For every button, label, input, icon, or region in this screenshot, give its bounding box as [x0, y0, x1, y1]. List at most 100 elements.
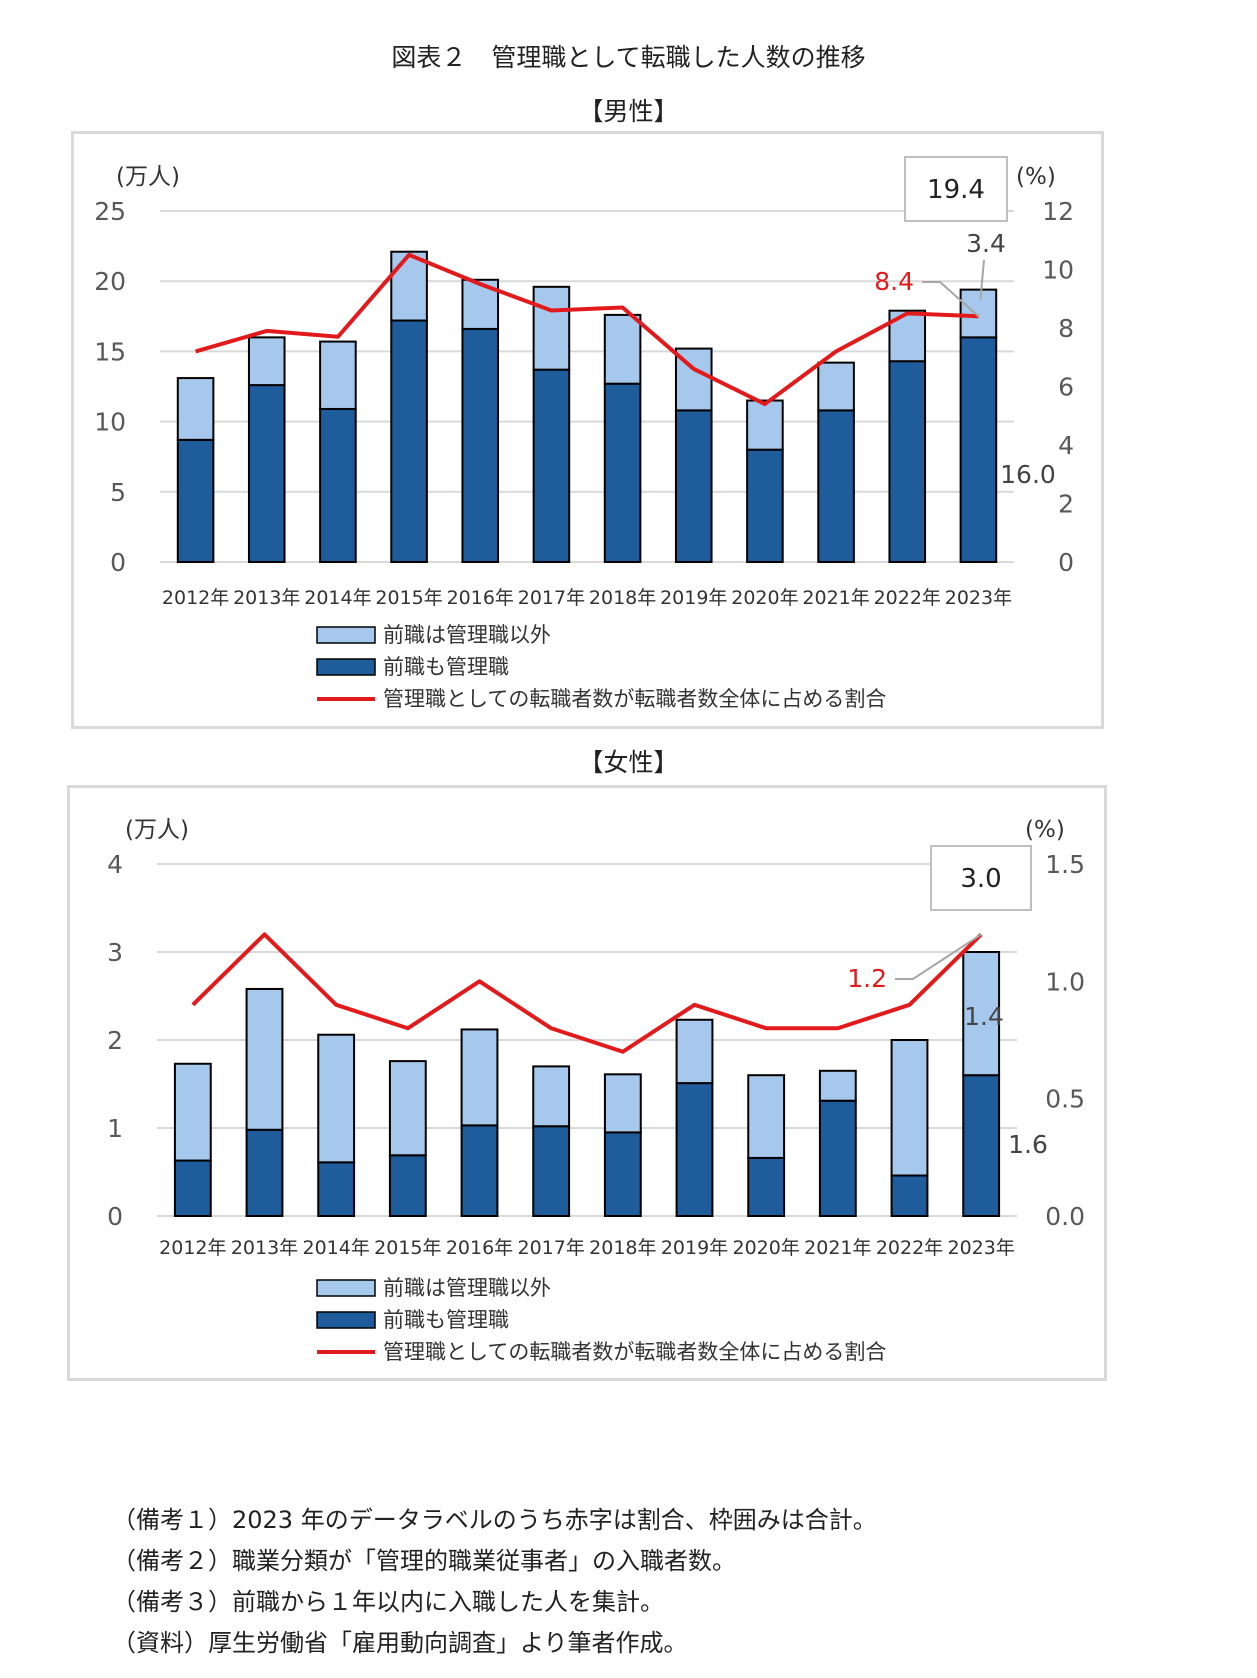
ratio-label-leader [895, 933, 982, 980]
bar-prev-manager [460, 1124, 499, 1217]
x-tick-label: 2017年 [518, 587, 585, 609]
bar-prev-manager [888, 360, 927, 563]
bar-prev-non-manager [532, 285, 571, 371]
bar-prev-non-manager [176, 377, 215, 441]
y2-tick-label: 6 [1058, 373, 1074, 402]
bar-prev-non-manager [317, 1033, 356, 1164]
x-tick-label: 2012年 [159, 1237, 226, 1259]
ratio-line [195, 252, 979, 407]
bar-prev-non-manager [247, 336, 286, 387]
x-tick-label: 2016年 [447, 587, 514, 609]
bar-prev-non-manager [675, 1018, 714, 1085]
upper-segment-label: 1.4 [964, 1002, 1004, 1031]
bar-prev-manager [390, 319, 428, 563]
legend-label-manager: 前職も管理職 [383, 655, 509, 679]
left-axis-unit: (万人) [125, 817, 189, 843]
bar-prev-manager [245, 1128, 284, 1218]
upper-label-leader [979, 259, 985, 300]
x-tick-label: 2018年 [589, 587, 656, 609]
y-tick-label: 25 [94, 197, 126, 226]
bar-prev-manager [388, 1154, 427, 1217]
bar-prev-manager [962, 1074, 1001, 1218]
bar-prev-non-manager [245, 987, 284, 1131]
x-tick-label: 2023年 [945, 587, 1012, 609]
y2-tick-label: 0.5 [1045, 1085, 1085, 1114]
x-tick-label: 2021年 [804, 1237, 871, 1259]
bar-prev-manager [747, 1156, 786, 1218]
ratio-label: 8.4 [874, 267, 914, 296]
note-1: （備考１）2023 年のデータラベルのうち赤字は割合、枠囲みは合計。 [112, 1506, 877, 1534]
legend-swatch-manager [316, 658, 376, 676]
total-label-box [930, 845, 1032, 911]
total-label: 3.0 [960, 864, 1001, 894]
y-tick-label: 20 [94, 267, 126, 296]
bar-prev-non-manager [818, 1069, 857, 1102]
male-chart-frame: 0 5 10 15 20 25 0 2 4 6 8 10 12 (万人) (%) 2012年 2013年 2014… [71, 131, 1104, 729]
y2-tick-label: 12 [1042, 197, 1074, 226]
x-tick-label: 2022年 [876, 1237, 943, 1259]
x-tick-label: 2019年 [660, 587, 727, 609]
right-axis-unit: (%) [1025, 817, 1065, 843]
lower-segment-label: 1.6 [1008, 1130, 1048, 1159]
y2-tick-label: 4 [1058, 431, 1074, 460]
bar-prev-non-manager [388, 1060, 427, 1157]
bar-prev-manager [317, 1161, 356, 1218]
right-axis-unit: (%) [1016, 164, 1056, 190]
x-tick-label: 2018年 [589, 1237, 656, 1259]
ratio-label: 1.2 [847, 964, 887, 993]
y-tick-label: 10 [94, 408, 126, 437]
bar-prev-non-manager [603, 313, 642, 385]
x-tick-label: 2014年 [302, 1237, 369, 1259]
bar-prev-manager [890, 1174, 929, 1217]
y-tick-label: 3 [107, 938, 123, 967]
bar-prev-non-manager [173, 1062, 212, 1162]
x-tick-label: 2013年 [231, 1237, 298, 1259]
ratio-label-leader [922, 281, 980, 318]
bar-prev-non-manager [959, 288, 998, 339]
bar-prev-manager [675, 1082, 714, 1217]
bar-prev-non-manager [390, 250, 428, 322]
bar-prev-non-manager [746, 399, 784, 451]
bar-prev-non-manager [890, 1039, 929, 1177]
legend-label-manager: 前職も管理職 [383, 1308, 509, 1332]
x-tick-label: 2022年 [874, 587, 941, 609]
y2-tick-label: 0 [1058, 548, 1074, 577]
x-tick-label: 2016年 [446, 1237, 513, 1259]
x-tick-label: 2013年 [233, 587, 300, 609]
bar-prev-manager [176, 438, 215, 563]
total-label-box [904, 156, 1008, 222]
legend-label-ratio: 管理職としての転職者数が転職者数全体に占める割合 [383, 687, 886, 711]
x-tick-label: 2020年 [731, 587, 798, 609]
x-tick-label: 2017年 [517, 1237, 584, 1259]
x-tick-label: 2021年 [802, 587, 869, 609]
bar-prev-manager [532, 368, 571, 563]
x-tick-label: 2014年 [304, 587, 371, 609]
female-chart-subtitle: 【女性】 [578, 748, 679, 777]
lower-segment-label: 16.0 [1000, 460, 1056, 489]
y-tick-label: 15 [94, 337, 126, 366]
y2-tick-label: 1.5 [1045, 850, 1085, 879]
upper-segment-label: 3.4 [966, 229, 1006, 258]
y2-tick-label: 1.0 [1045, 967, 1085, 996]
x-tick-label: 2012年 [162, 587, 229, 609]
note-2: （備考２）職業分類が「管理的職業従事者」の入職者数。 [112, 1547, 736, 1575]
y-tick-label: 1 [107, 1114, 123, 1143]
bar-prev-manager [247, 384, 286, 563]
bar-prev-manager [603, 382, 642, 563]
x-tick-label: 2023年 [947, 1237, 1014, 1259]
bar-prev-non-manager [888, 309, 927, 363]
notes: （備考１）2023 年のデータラベルのうち赤字は割合、枠囲みは合計。 （備考２）… [112, 1500, 877, 1664]
male-chart: 0 5 10 15 20 25 0 2 4 6 8 10 12 (万人) (%) 2012年 2013年 2014… [94, 156, 1074, 711]
legend-label-ratio: 管理職としての転職者数が転職者数全体に占める割合 [383, 1340, 886, 1364]
y-tick-label: 0 [110, 548, 126, 577]
bar-prev-non-manager [603, 1073, 642, 1134]
bar-prev-manager [319, 407, 357, 563]
bar-prev-non-manager [460, 1028, 499, 1127]
bar-prev-manager [461, 327, 500, 563]
legend-label-non-manager: 前職は管理職以外 [383, 1276, 551, 1300]
note-3: （備考３）前職から１年以内に入職した人を集計。 [112, 1588, 664, 1616]
y-tick-label: 5 [110, 478, 126, 507]
x-tick-label: 2020年 [732, 1237, 799, 1259]
bar-prev-manager [532, 1125, 571, 1217]
